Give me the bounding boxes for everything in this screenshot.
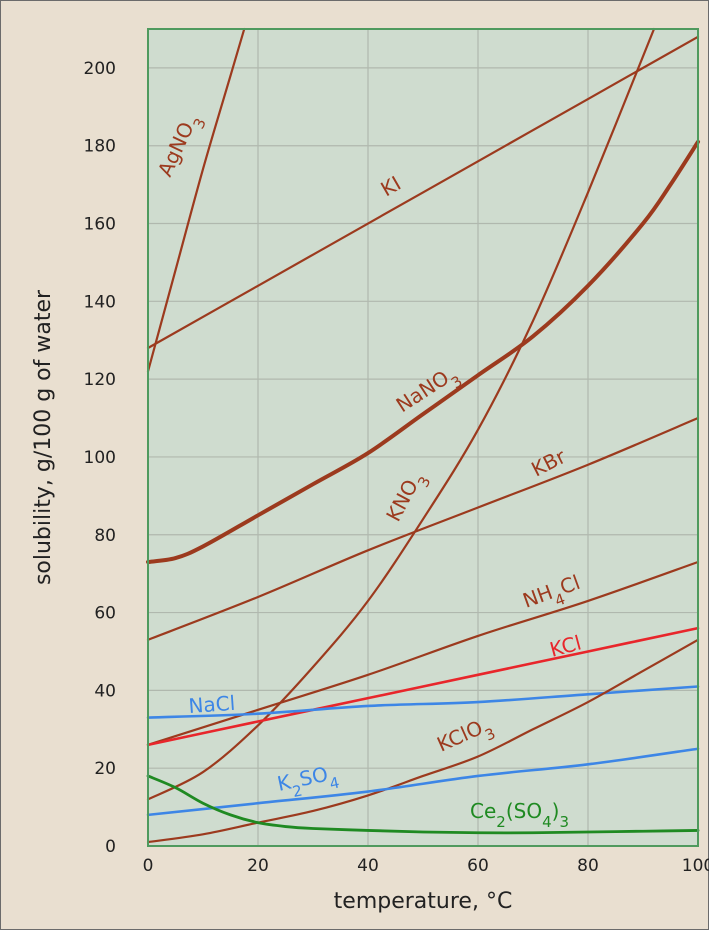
y-tick-label: 60 (94, 604, 116, 624)
y-axis-label: solubility, g/100 g of water (31, 289, 56, 585)
series-line (146, 747, 700, 817)
x-tick-label: 100 (682, 856, 709, 876)
tick-labels: 0 20 40 60 80 100 0 20 40 60 80 100 120 140 160 180 200 (84, 59, 709, 876)
y-tick-label: 120 (84, 370, 116, 390)
series-line (146, 27, 246, 373)
series-label: NaCl (188, 691, 236, 718)
y-tick-label: 180 (84, 137, 116, 157)
y-tick-label: 200 (84, 59, 116, 79)
series-line (146, 27, 656, 801)
plot-area (148, 29, 698, 846)
series-line (146, 774, 700, 835)
x-tick-label: 20 (247, 856, 269, 876)
series-lines (146, 27, 700, 844)
series-label: K2SO4 (275, 760, 341, 804)
series-line (146, 685, 700, 719)
x-tick-label: 60 (467, 856, 489, 876)
series-line (146, 139, 700, 564)
y-tick-label: 80 (94, 526, 116, 546)
x-axis-label: temperature, °C (334, 889, 513, 914)
series-label: Ce2(SO4)3 (470, 799, 569, 831)
y-tick-label: 140 (84, 292, 116, 312)
series-line (146, 638, 700, 844)
y-tick-label: 100 (84, 448, 116, 468)
y-tick-label: 40 (94, 681, 116, 701)
x-tick-label: 80 (577, 856, 599, 876)
series-line (146, 416, 700, 641)
plot-border (147, 28, 699, 847)
y-tick-label: 0 (105, 837, 116, 857)
x-tick-label: 40 (357, 856, 379, 876)
y-tick-label: 20 (94, 759, 116, 779)
series-line (146, 626, 700, 747)
series-line (146, 35, 700, 350)
y-tick-label: 160 (84, 215, 116, 235)
x-tick-label: 0 (143, 856, 154, 876)
